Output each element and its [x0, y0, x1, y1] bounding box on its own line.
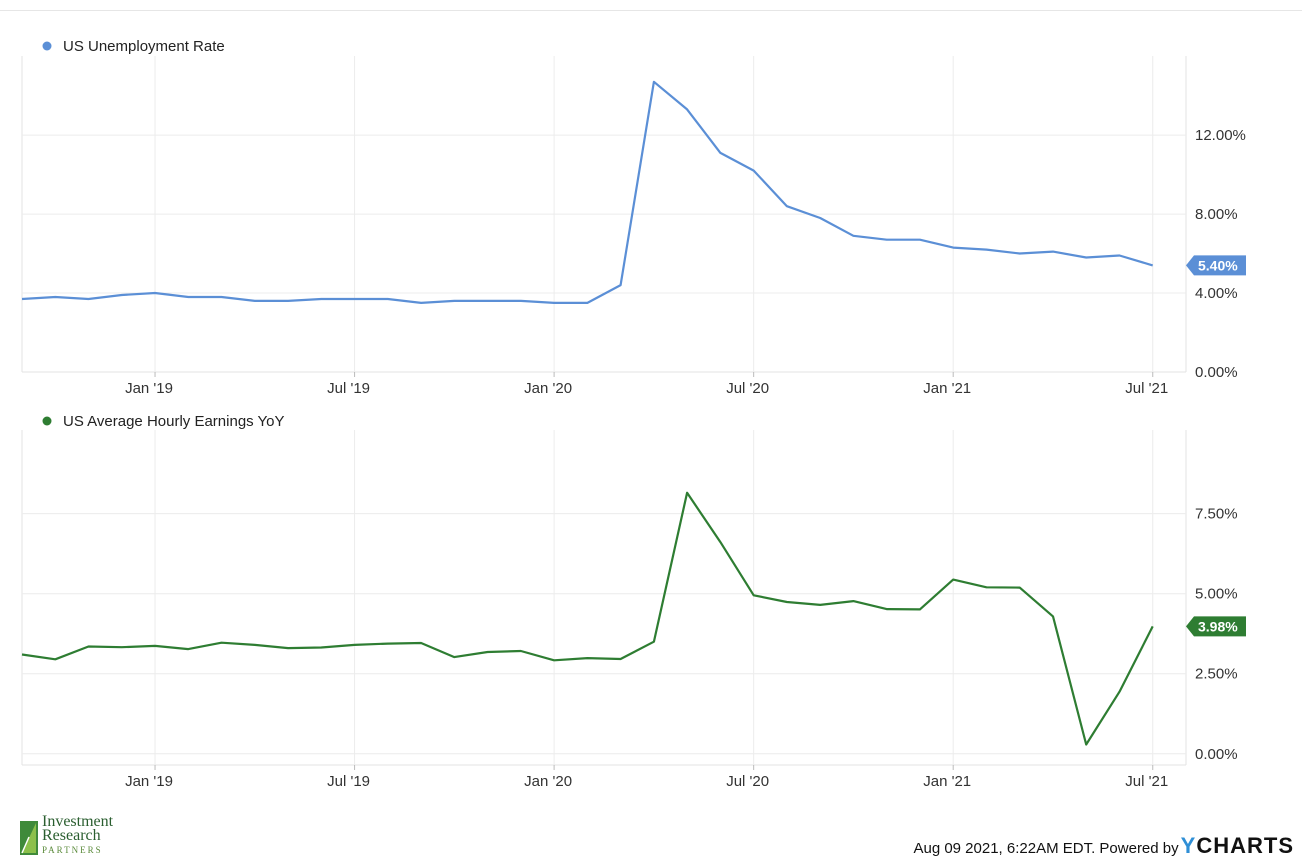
last-value-badge-shape [1186, 616, 1246, 637]
series-line [21, 80, 1154, 304]
y-tick-label: 4.00% [1195, 285, 1238, 302]
gridlines-earnings [21, 430, 1187, 766]
last-value-label: 5.40% [1198, 257, 1238, 273]
earnings-chart-panel: US Average Hourly Earnings YoY Jan '19 Ju… [21, 413, 1246, 790]
x-tick-label: Jan '19 [125, 773, 173, 790]
chart-frame [0, 10, 1302, 862]
x-axis-unemployment: Jan '19 Jul '19 Jan '20 Jul '20 Jan '21 Jul '… [125, 372, 1168, 397]
x-tick-label: Jul '19 [327, 773, 370, 790]
y-tick-label: 7.50% [1195, 506, 1238, 523]
ycharts-logo[interactable]: YCHARTS [1181, 835, 1294, 857]
logo-line-2: Research [42, 827, 101, 844]
legend-label-unemployment: US Unemployment Rate [63, 38, 225, 55]
x-tick-label: Jul '19 [327, 380, 370, 397]
y-tick-label: 0.00% [1195, 364, 1238, 381]
legend-marker-unemployment [42, 41, 52, 51]
y-axis-earnings: 0.00% 2.50% 5.00% 7.50% [1195, 506, 1238, 763]
x-tick-label: Jul '21 [1125, 773, 1168, 790]
x-tick-label: Jul '20 [726, 773, 769, 790]
ycharts-logo-text: CHARTS [1196, 833, 1294, 858]
y-tick-label: 2.50% [1195, 666, 1238, 683]
x-tick-label: Jan '19 [125, 380, 173, 397]
investment-research-partners-logo: Investment Research PARTNERS [20, 813, 114, 857]
logo-line-3: PARTNERS [42, 845, 103, 855]
x-tick-label: Jan '21 [923, 773, 971, 790]
logo-line-1: Investment [42, 813, 114, 830]
y-tick-label: 12.00% [1195, 127, 1246, 144]
last-value-badge-unemployment: 5.40% [1186, 255, 1246, 276]
legend-marker-earnings [42, 416, 52, 426]
gridlines-unemployment [21, 56, 1187, 373]
x-tick-label: Jul '21 [1125, 380, 1168, 397]
y-axis-unemployment: 0.00% 4.00% 8.00% 12.00% [1195, 127, 1246, 381]
y-tick-label: 0.00% [1195, 746, 1238, 763]
series-earnings [21, 491, 1154, 746]
footer-attribution: Aug 09 2021, 6:22AM EDT. Powered by YCHA… [913, 835, 1294, 858]
last-value-label: 3.98% [1198, 618, 1238, 634]
y-tick-label: 8.00% [1195, 206, 1238, 223]
last-value-badge-shape [1186, 255, 1246, 276]
series-unemployment [21, 80, 1154, 304]
series-line [21, 491, 1154, 746]
unemployment-chart-panel: US Unemployment Rate Jan '19 Jul '19 Jan '… [21, 38, 1246, 397]
last-value-badge-earnings: 3.98% [1186, 616, 1246, 637]
x-tick-label: Jan '21 [923, 380, 971, 397]
x-tick-label: Jan '20 [524, 380, 572, 397]
y-tick-label: 5.00% [1195, 586, 1238, 603]
footer-timestamp: Aug 09 2021, 6:22AM EDT. Powered by [913, 840, 1179, 857]
legend-label-earnings: US Average Hourly Earnings YoY [63, 413, 285, 430]
ycharts-logo-y: Y [1180, 833, 1197, 858]
leaf-logo-icon [20, 821, 38, 855]
x-tick-label: Jan '20 [524, 773, 572, 790]
x-axis-earnings: Jan '19 Jul '19 Jan '20 Jul '20 Jan '21 Jul '… [125, 765, 1168, 790]
x-tick-label: Jul '20 [726, 380, 769, 397]
